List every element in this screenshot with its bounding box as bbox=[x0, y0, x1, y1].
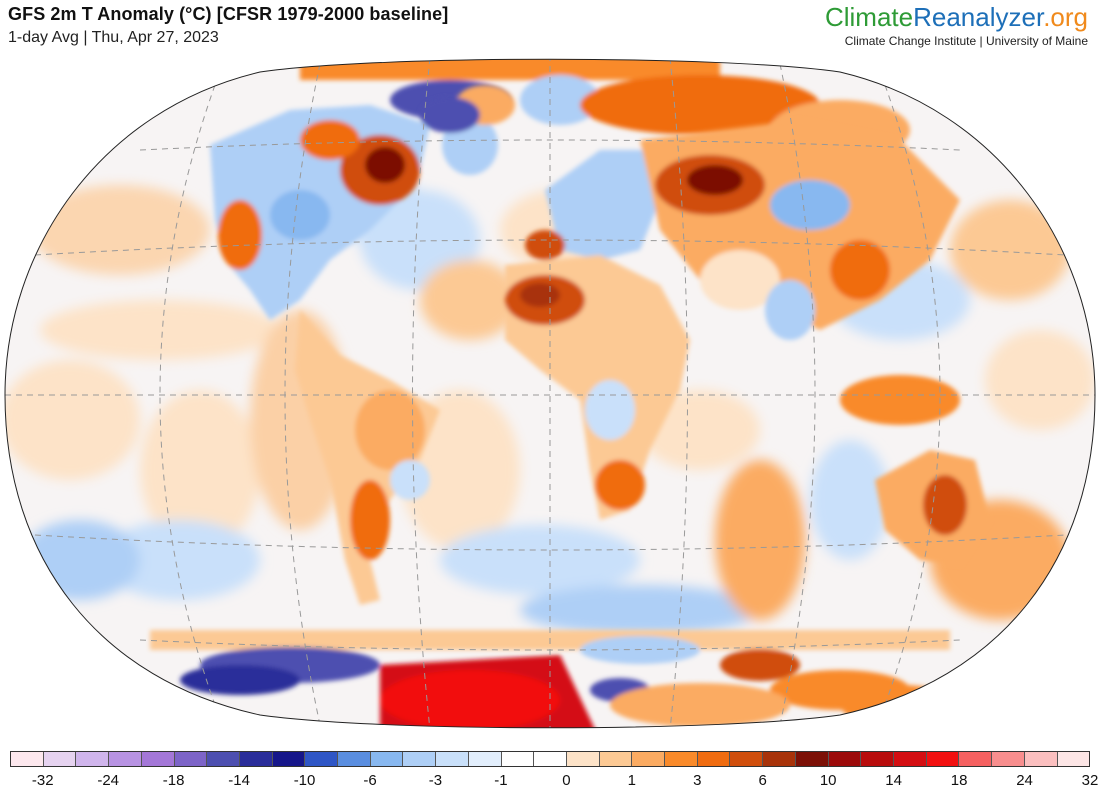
legend-tick-label: -18 bbox=[162, 772, 185, 789]
legend-tick-label: -3 bbox=[428, 772, 443, 789]
legend-swatch bbox=[566, 752, 600, 766]
brand-logo[interactable]: ClimateReanalyzer.org Climate Change Ins… bbox=[825, 2, 1088, 48]
chart-title: GFS 2m T Anomaly (°C) [CFSR 1979-2000 ba… bbox=[8, 4, 449, 24]
legend-swatch bbox=[893, 752, 927, 766]
globe-outline bbox=[4, 58, 1096, 729]
legend-swatch bbox=[141, 752, 175, 766]
brand-name: ClimateReanalyzer.org bbox=[825, 2, 1088, 32]
legend-swatch bbox=[174, 752, 208, 766]
legend-tick-label: -24 bbox=[97, 772, 120, 789]
legend-swatch bbox=[665, 752, 698, 766]
legend-swatch bbox=[436, 752, 469, 766]
legend-swatch bbox=[697, 752, 731, 766]
legend-swatch bbox=[730, 752, 764, 766]
legend-swatch bbox=[370, 752, 404, 766]
legend-swatch bbox=[1024, 752, 1058, 766]
legend-swatch bbox=[403, 752, 437, 766]
legend-tick-label: 32 bbox=[1081, 772, 1099, 789]
legend-tick-label: -32 bbox=[31, 772, 54, 789]
legend-tick-label: 24 bbox=[1016, 772, 1033, 789]
legend-tick-label: -14 bbox=[228, 772, 250, 789]
legend-swatch bbox=[763, 752, 796, 766]
legend-swatch bbox=[207, 752, 240, 766]
legend-swatch bbox=[1057, 752, 1090, 766]
legend-tick-label: -1 bbox=[494, 772, 508, 789]
brand-name-climate: Climate bbox=[824, 2, 914, 32]
legend-tick-label: 18 bbox=[950, 772, 968, 789]
color-scale-legend bbox=[10, 751, 1090, 767]
legend-tick-labels: -32 -24 -18 -14 -10 -6 -3 -1 0 1 3 6 10 14 18 24 32 bbox=[0, 772, 1100, 792]
graticule bbox=[5, 59, 1095, 728]
legend-swatch bbox=[239, 752, 273, 766]
legend-swatch bbox=[109, 752, 142, 766]
legend-swatch bbox=[43, 752, 77, 766]
legend-swatch bbox=[501, 752, 535, 766]
brand-name-org: .org bbox=[1043, 2, 1088, 32]
legend-swatch bbox=[272, 752, 306, 766]
legend-swatch bbox=[959, 752, 993, 766]
legend-swatch bbox=[11, 752, 44, 766]
legend-swatch bbox=[76, 752, 110, 766]
legend-swatch bbox=[828, 752, 862, 766]
legend-swatch bbox=[468, 752, 502, 766]
continents bbox=[210, 85, 990, 605]
legend-swatch bbox=[599, 752, 633, 766]
brand-name-reanalyzer: Reanalyzer bbox=[913, 2, 1044, 32]
legend-swatch bbox=[992, 752, 1025, 766]
legend-swatch bbox=[861, 752, 894, 766]
legend-swatch bbox=[534, 752, 567, 766]
legend-swatch bbox=[926, 752, 960, 766]
brand-tagline: Climate Change Institute | University of… bbox=[844, 34, 1088, 48]
legend-swatch bbox=[795, 752, 829, 766]
legend-tick-label: -6 bbox=[363, 772, 377, 789]
legend-tick-label: -10 bbox=[293, 772, 316, 789]
legend-tick-label: 3 bbox=[693, 772, 702, 789]
legend-tick-label: 0 bbox=[562, 772, 571, 789]
legend-tick-label: 10 bbox=[819, 772, 837, 789]
legend-tick-label: 1 bbox=[627, 772, 636, 789]
legend-swatch bbox=[632, 752, 666, 766]
legend-tick-label: 14 bbox=[885, 772, 902, 789]
legend-swatch bbox=[305, 752, 339, 766]
date-subtitle: 1-day Avg | Thu, Apr 27, 2023 bbox=[8, 29, 219, 46]
legend-tick-label: 6 bbox=[758, 772, 767, 789]
legend-swatch bbox=[338, 752, 371, 766]
